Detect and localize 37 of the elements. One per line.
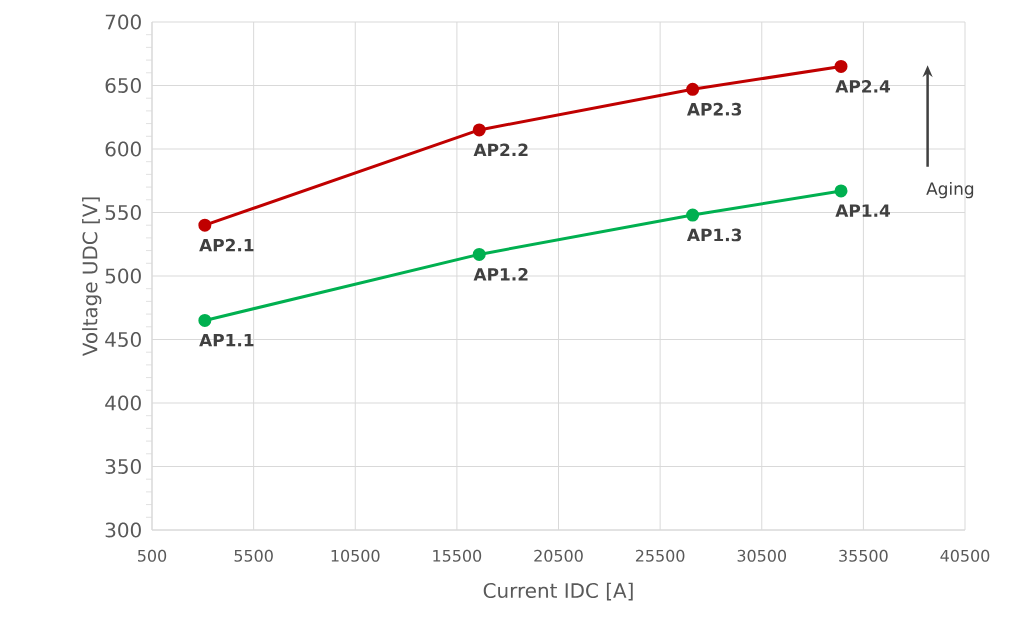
annotation: AP1.1 xyxy=(199,333,254,347)
annotation: AP1.3 xyxy=(686,228,742,242)
annotation: AP2.4 xyxy=(835,79,891,93)
x-tick-label: 20500 xyxy=(534,549,583,562)
x-tick-label: 30500 xyxy=(737,549,787,562)
y-tick-label: 300 xyxy=(105,522,141,538)
x-tick-label: 5500 xyxy=(234,549,273,562)
x-tick-label: 40500 xyxy=(940,549,990,562)
point xyxy=(834,184,848,198)
y-axis-title: Voltage UDC [V] xyxy=(82,197,102,357)
x-tick-label: 25500 xyxy=(635,549,685,562)
y-tick-label: 550 xyxy=(105,204,141,221)
annotation: AP2.2 xyxy=(473,143,528,157)
annotation: AP1.4 xyxy=(835,204,891,217)
point xyxy=(198,313,212,327)
x-tick-label: 500 xyxy=(138,549,167,562)
annotation: AP2.3 xyxy=(686,102,742,116)
x-axis-title: Current IDC [A] xyxy=(483,582,633,601)
point xyxy=(686,208,700,222)
point xyxy=(834,59,848,73)
y-tick-label: 450 xyxy=(105,331,141,348)
y-tick-label: 400 xyxy=(105,395,141,411)
x-tick-label: 10500 xyxy=(331,549,380,562)
y-tick-label: 700 xyxy=(105,14,141,30)
point xyxy=(198,218,212,232)
y-tick-label: 650 xyxy=(105,77,141,94)
annotation: AP1.2 xyxy=(473,267,528,281)
annotation: Aging xyxy=(926,181,974,199)
annotation: AP2.1 xyxy=(199,238,254,252)
x-tick-label: 15500 xyxy=(433,549,482,562)
x-tick-label: 35500 xyxy=(839,549,888,562)
point xyxy=(472,123,486,137)
y-tick-label: 600 xyxy=(105,141,141,157)
y-tick-label: 500 xyxy=(105,268,141,284)
y-tick-label: 350 xyxy=(105,458,141,475)
point xyxy=(686,82,700,96)
point xyxy=(472,247,486,261)
